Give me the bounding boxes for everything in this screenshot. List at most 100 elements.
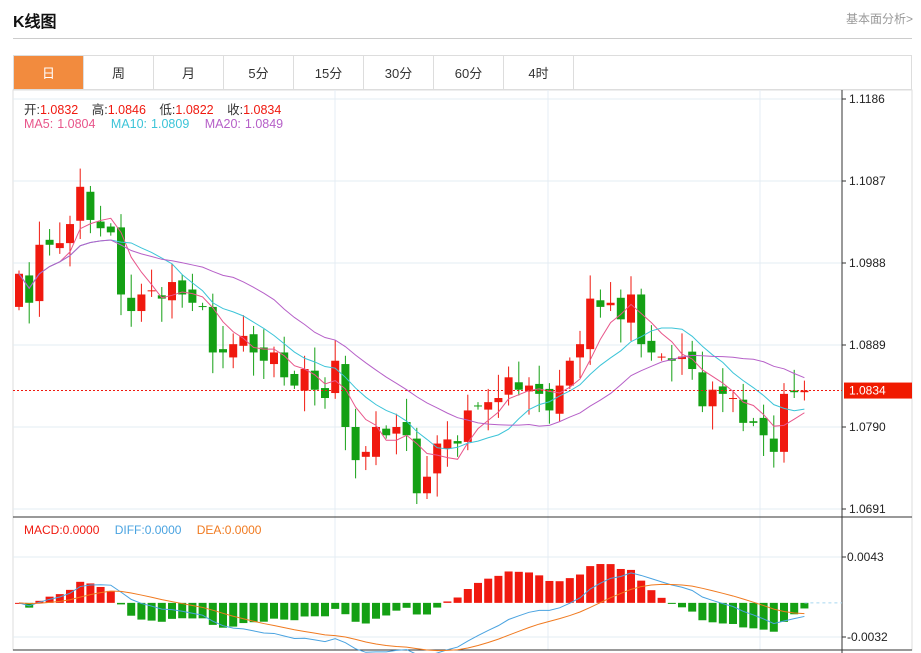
macd-bar bbox=[729, 602, 737, 624]
candle-body bbox=[627, 294, 635, 323]
candle-body bbox=[96, 221, 105, 229]
macd-bar bbox=[657, 597, 666, 603]
candle-body bbox=[504, 377, 513, 395]
macd-bar bbox=[484, 578, 493, 603]
macd-bar bbox=[453, 597, 462, 603]
price-tick: 1.0790 bbox=[849, 420, 886, 434]
macd-label: MACD: bbox=[24, 523, 63, 537]
low-label: 低: bbox=[159, 103, 176, 117]
macd-tick: -0.0032 bbox=[847, 630, 888, 644]
fundamental-analysis-link[interactable]: 基本面分析> bbox=[845, 12, 913, 26]
macd-bar bbox=[341, 602, 350, 615]
candle-body bbox=[137, 294, 146, 312]
divider bbox=[13, 38, 912, 39]
macd-bar bbox=[372, 602, 380, 619]
candle-body bbox=[372, 427, 380, 457]
macd-bar bbox=[525, 572, 533, 603]
candle-body bbox=[586, 298, 595, 350]
candle-body bbox=[35, 244, 44, 302]
macd-bar bbox=[514, 571, 523, 603]
macd-bar bbox=[229, 602, 238, 627]
current-price-label: 1.0834 bbox=[849, 384, 886, 398]
tab-1[interactable]: 周 bbox=[84, 56, 154, 89]
candle-body bbox=[76, 186, 85, 221]
candle-body bbox=[15, 273, 23, 307]
macd-bar bbox=[270, 602, 278, 619]
candle-body bbox=[606, 302, 615, 306]
macd-bar bbox=[157, 602, 166, 622]
ma20-value: 1.0849 bbox=[244, 117, 284, 131]
candle-body bbox=[657, 356, 666, 358]
price-tick: 1.1087 bbox=[849, 174, 886, 188]
diff-label: DIFF: bbox=[114, 523, 145, 537]
tab-2[interactable]: 月 bbox=[154, 56, 224, 89]
candle-body bbox=[249, 334, 258, 353]
macd-bar bbox=[535, 575, 544, 603]
macd-bar bbox=[555, 581, 564, 603]
macd-bar bbox=[423, 602, 431, 615]
high-value: 1.0846 bbox=[107, 103, 146, 117]
close-value: 1.0834 bbox=[243, 103, 282, 117]
tab-4[interactable]: 15分 bbox=[294, 56, 364, 89]
tab-0[interactable]: 日 bbox=[14, 56, 84, 89]
candle-body bbox=[402, 422, 411, 436]
candle-body bbox=[300, 369, 309, 391]
candle-body bbox=[117, 227, 125, 295]
macd-bar bbox=[412, 602, 421, 615]
candle-body bbox=[66, 224, 74, 244]
macd-bar bbox=[474, 582, 482, 603]
dea-label: DEA: bbox=[196, 523, 225, 537]
macd-bar bbox=[504, 571, 513, 603]
macd-bar bbox=[290, 602, 299, 621]
macd-bar bbox=[718, 602, 727, 624]
tab-3[interactable]: 5分 bbox=[224, 56, 294, 89]
macd-bar bbox=[249, 602, 258, 623]
candle-body bbox=[331, 360, 340, 394]
low-value: 1.0822 bbox=[175, 103, 214, 117]
ma5-value: 1.0804 bbox=[57, 117, 96, 131]
macd-bar bbox=[433, 602, 442, 608]
macd-bar bbox=[280, 602, 289, 620]
candle-body bbox=[382, 428, 391, 436]
close-label: 收: bbox=[227, 103, 244, 117]
price-tick: 1.0889 bbox=[849, 338, 886, 352]
macd-bar bbox=[392, 602, 401, 611]
candle-body bbox=[208, 306, 217, 353]
macd-tick: 0.0043 bbox=[847, 550, 884, 564]
candle-body bbox=[351, 427, 360, 461]
high-label: 高: bbox=[91, 103, 108, 117]
macd-bar bbox=[678, 602, 686, 608]
macd-bar bbox=[208, 602, 217, 625]
macd-bar bbox=[127, 602, 136, 616]
candle-body bbox=[198, 306, 207, 308]
macd-bar bbox=[749, 602, 758, 629]
dea-line bbox=[18, 583, 805, 652]
candle-body bbox=[474, 405, 482, 407]
macd-bar bbox=[361, 602, 370, 624]
candle-body bbox=[188, 289, 197, 303]
candle-body bbox=[280, 352, 289, 378]
macd-bar bbox=[106, 590, 115, 603]
macd-bar bbox=[545, 580, 554, 603]
ma20-line bbox=[18, 239, 805, 427]
macd-bar bbox=[647, 590, 656, 603]
macd-bar bbox=[463, 589, 472, 603]
candle-body bbox=[698, 372, 707, 407]
macd-bar bbox=[76, 581, 85, 603]
candle-body bbox=[168, 282, 176, 301]
macd-bar bbox=[698, 602, 707, 621]
tab-5[interactable]: 30分 bbox=[364, 56, 434, 89]
candle-body bbox=[484, 402, 493, 410]
open-label: 开: bbox=[24, 103, 40, 117]
open-value: 1.0832 bbox=[39, 103, 79, 117]
tab-6[interactable]: 60分 bbox=[434, 56, 504, 89]
macd-bar bbox=[300, 602, 309, 617]
macd-bar bbox=[586, 566, 595, 603]
macd-value: 0.0000 bbox=[62, 523, 100, 537]
current-price-badge bbox=[844, 382, 912, 399]
macd-bar bbox=[351, 602, 360, 622]
candle-body bbox=[178, 280, 187, 295]
tab-7[interactable]: 4时 bbox=[504, 56, 574, 89]
candle-body bbox=[290, 373, 299, 386]
